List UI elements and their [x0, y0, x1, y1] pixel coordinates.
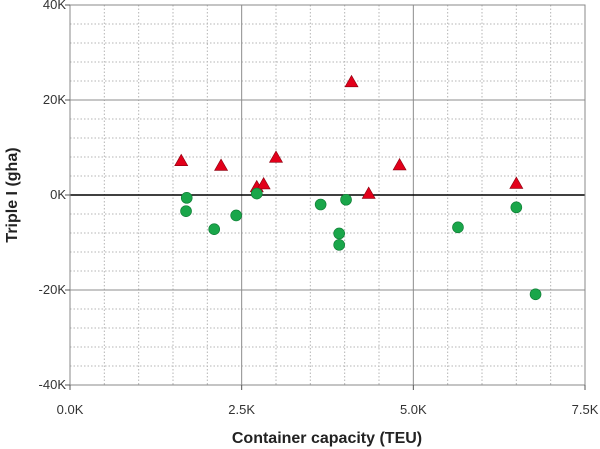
x-tick-label: 5.0K: [400, 402, 427, 417]
circle-point-negative: [510, 201, 523, 214]
x-tick-label: 0.0K: [57, 402, 84, 417]
circle-point-negative: [333, 227, 345, 240]
circle-point-negative: [333, 239, 345, 251]
y-tick-label: 20K: [43, 92, 66, 107]
triangle-point-positive: [361, 186, 376, 199]
triangle-point-positive: [256, 176, 271, 190]
circle-point-negative: [180, 205, 192, 217]
triangle-point-positive: [214, 158, 229, 171]
x-tick-label: 7.5K: [572, 402, 599, 417]
circle-point-negative: [180, 192, 193, 204]
y-axis-ticks: -40K -20K 0K 20K 40K: [39, 0, 70, 392]
x-axis-title: Container capacity (TEU): [232, 430, 422, 447]
triangle-point-positive: [268, 150, 284, 163]
circle-point-negative: [230, 209, 242, 222]
circle-point-negative: [529, 288, 542, 301]
y-tick-label: 40K: [43, 0, 66, 12]
y-tick-label: -40K: [39, 377, 67, 392]
triangle-point-positive: [392, 157, 407, 171]
circle-point-negative: [314, 198, 327, 211]
circle-point-negative: [452, 221, 464, 234]
y-tick-label: 0K: [50, 187, 66, 202]
circle-point-negative: [340, 193, 352, 206]
circle-point-negative: [208, 223, 220, 235]
data-points: [174, 74, 542, 301]
circle-point-negative: [250, 187, 263, 200]
x-axis-ticks: 0.0K 2.5K 5.0K 7.5K: [57, 385, 599, 417]
triangle-point-positive: [509, 176, 524, 189]
triangle-point-positive: [344, 74, 359, 88]
y-axis-title: Triple I (gha): [4, 147, 21, 242]
y-tick-label: -20K: [39, 282, 67, 297]
triangle-point-positive: [174, 153, 189, 166]
x-tick-label: 2.5K: [228, 402, 255, 417]
